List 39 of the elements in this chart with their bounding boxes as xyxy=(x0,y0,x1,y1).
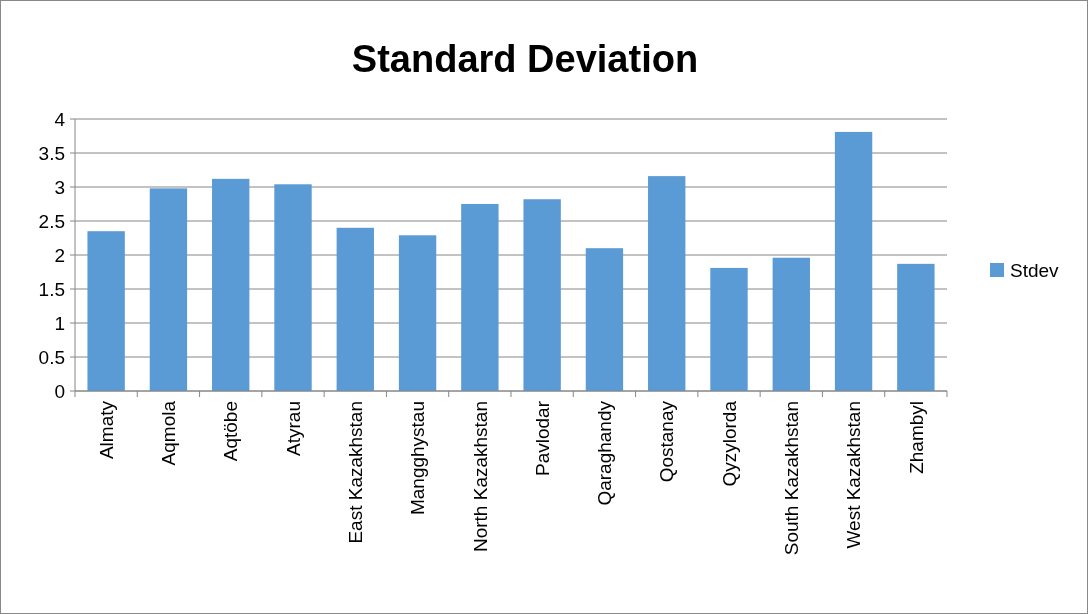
bar xyxy=(274,184,312,391)
y-tick-label: 1.5 xyxy=(38,278,65,300)
x-tick-label: Qaraghandy xyxy=(594,400,616,506)
y-tick-label: 0 xyxy=(54,380,65,402)
bar xyxy=(212,178,250,391)
x-tick-label: South Kazakhstan xyxy=(780,401,802,556)
x-tick-label: Mangghystau xyxy=(407,401,429,516)
bar xyxy=(648,176,686,391)
y-tick-label: 2 xyxy=(54,244,65,266)
x-tick-label: Zhambyl xyxy=(905,401,927,474)
y-tick-label: 2.5 xyxy=(38,210,65,232)
x-tick-label: Aqtöbe xyxy=(220,401,242,462)
x-tick-label: North Kazakhstan xyxy=(469,401,491,553)
y-tick-label: 3.5 xyxy=(38,142,65,164)
y-tick-label: 3 xyxy=(54,176,65,198)
bar xyxy=(710,267,748,391)
bar xyxy=(772,257,810,391)
x-tick-label: Pavlodar xyxy=(531,400,553,476)
x-tick-label: Qostanay xyxy=(656,400,678,483)
bar xyxy=(897,263,935,391)
chart-title: Standard Deviation xyxy=(351,38,699,80)
y-tick-label: 0.5 xyxy=(38,346,65,368)
x-tick-label: East Kazakhstan xyxy=(344,401,366,544)
x-tick-label: Almaty xyxy=(95,400,117,460)
bar xyxy=(149,188,188,391)
x-tick-label: West Kazakhstan xyxy=(843,401,865,549)
x-tick-label: Aqmola xyxy=(158,400,180,466)
bar xyxy=(461,204,499,391)
y-tick-label: 1 xyxy=(54,312,65,334)
x-tick-label: Qyzylorda xyxy=(718,400,740,487)
bar xyxy=(398,235,437,391)
legend-label: Stdev xyxy=(1010,259,1060,281)
bar xyxy=(523,199,561,391)
bar xyxy=(336,227,374,391)
y-tick-label: 4 xyxy=(54,108,66,130)
bar xyxy=(87,231,125,391)
x-tick-label: Atyrau xyxy=(282,401,304,456)
bar xyxy=(585,248,624,391)
bar xyxy=(834,131,873,391)
